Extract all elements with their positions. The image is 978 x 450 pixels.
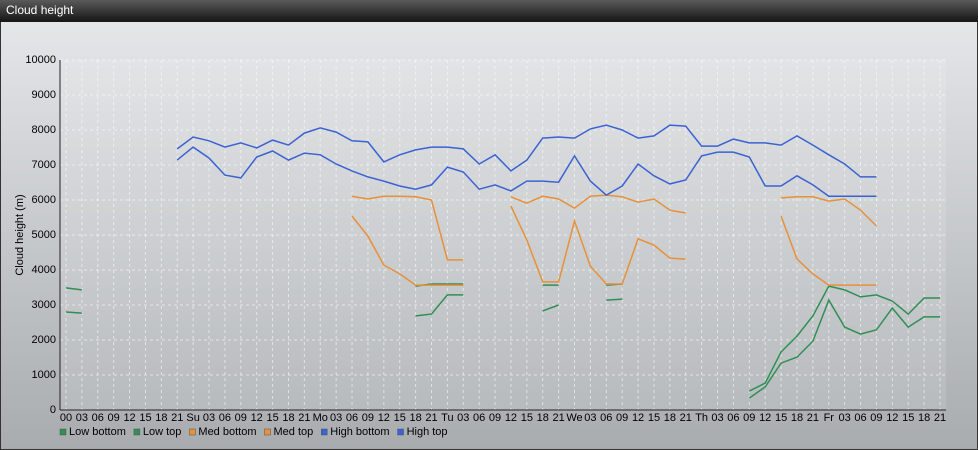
legend-marker [397, 428, 404, 436]
series-line [65, 294, 940, 399]
y-axis-label: Cloud height (m) [14, 194, 26, 275]
y-tick-label: 6000 [32, 194, 56, 206]
legend-marker [264, 428, 271, 436]
series-line [351, 194, 877, 261]
x-tick-label: 18 [282, 412, 294, 424]
y-tick-label: 2000 [32, 334, 56, 346]
y-tick-label: 3000 [32, 299, 56, 311]
x-tick-label: We [566, 412, 582, 424]
x-tick-label: 21 [171, 412, 183, 424]
x-tick-label: 15 [775, 412, 787, 424]
x-tick-label: 06 [219, 412, 231, 424]
series-line [351, 205, 877, 286]
y-tick-label: 7000 [32, 159, 56, 171]
legend-label: Med top [274, 426, 314, 438]
y-tick-label: 0 [50, 404, 56, 416]
x-tick-label: 06 [600, 412, 612, 424]
legend-marker [133, 428, 141, 436]
series-line [176, 124, 877, 178]
window-title: Cloud height [6, 3, 74, 17]
x-tick-label: 21 [298, 412, 310, 424]
x-tick-label: 06 [473, 412, 485, 424]
legend-label: Med bottom [198, 426, 256, 438]
x-tick-label: 15 [139, 412, 151, 424]
x-tick-label: 21 [680, 412, 692, 424]
x-tick-label: 12 [886, 412, 898, 424]
x-tick-label: 09 [362, 412, 374, 424]
y-tick-label: 5000 [32, 229, 56, 241]
x-tick-label: 09 [616, 412, 628, 424]
x-tick-label: 18 [664, 412, 676, 424]
x-tick-label: 18 [409, 412, 421, 424]
x-tick-label: Th [695, 412, 708, 424]
x-tick-label: 21 [934, 412, 946, 424]
series-line [176, 146, 877, 197]
title-bar [0, 0, 978, 22]
x-tick-label: 21 [552, 412, 564, 424]
y-tick-label: 8000 [32, 124, 56, 136]
legend-label: Low top [143, 426, 182, 438]
x-tick-label: 15 [648, 412, 660, 424]
x-tick-label: 21 [425, 412, 437, 424]
x-tick-label: 15 [266, 412, 278, 424]
legend-label: High top [407, 426, 448, 438]
legend-marker [189, 428, 196, 436]
x-tick-label: 09 [235, 412, 247, 424]
x-tick-label: 18 [918, 412, 930, 424]
x-tick-label: 03 [457, 412, 469, 424]
x-tick-label: 03 [330, 412, 342, 424]
x-tick-label: 00 [60, 412, 72, 424]
legend-marker [59, 428, 67, 436]
x-tick-label: 03 [839, 412, 851, 424]
x-tick-label: 06 [92, 412, 104, 424]
x-tick-label: 09 [489, 412, 501, 424]
x-tick-label: 09 [743, 412, 755, 424]
x-tick-label: 03 [711, 412, 723, 424]
x-tick-label: 12 [632, 412, 644, 424]
x-tick-label: 15 [521, 412, 533, 424]
x-tick-label: 03 [76, 412, 88, 424]
x-tick-label: Su [186, 412, 199, 424]
y-tick-label: 10000 [25, 54, 56, 66]
x-tick-label: 12 [123, 412, 135, 424]
y-tick-label: 9000 [32, 89, 56, 101]
x-tick-label: 09 [870, 412, 882, 424]
x-tick-label: 09 [108, 412, 120, 424]
x-tick-label: 12 [378, 412, 390, 424]
x-tick-label: Tu [441, 412, 453, 424]
y-tick-label: 1000 [32, 369, 56, 381]
x-tick-label: 12 [505, 412, 517, 424]
series-line [65, 283, 940, 392]
x-tick-label: 18 [791, 412, 803, 424]
x-tick-label: 06 [854, 412, 866, 424]
x-tick-label: 03 [203, 412, 215, 424]
x-tick-label: 12 [759, 412, 771, 424]
x-tick-label: 21 [807, 412, 819, 424]
x-tick-label: 18 [537, 412, 549, 424]
x-tick-label: 06 [727, 412, 739, 424]
x-tick-label: Fr [824, 412, 835, 424]
x-tick-label: 18 [155, 412, 167, 424]
x-tick-label: 15 [902, 412, 914, 424]
x-tick-label: 03 [584, 412, 596, 424]
y-tick-label: 4000 [32, 264, 56, 276]
legend-label: Low bottom [69, 426, 126, 438]
x-tick-label: 12 [251, 412, 263, 424]
x-tick-label: Mo [313, 412, 328, 424]
x-tick-label: 06 [346, 412, 358, 424]
legend-label: High bottom [330, 426, 389, 438]
legend-marker [321, 428, 328, 436]
x-tick-label: 15 [394, 412, 406, 424]
